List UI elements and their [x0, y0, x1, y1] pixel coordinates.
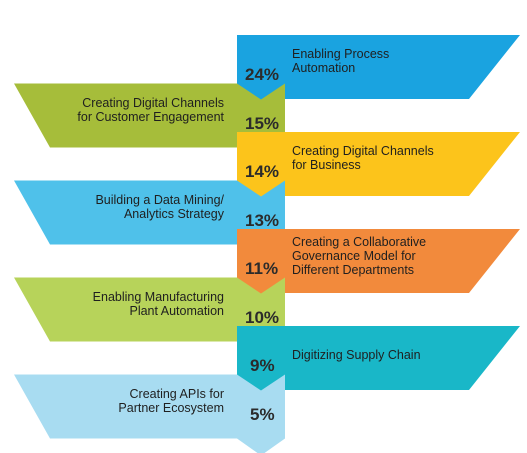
- step-banner-2: [14, 83, 285, 165]
- step-label-line: for Customer Engagement: [77, 109, 224, 124]
- step-percent-6: 10%: [245, 307, 280, 327]
- step-label-4: Building a Data Mining/Analytics Strateg…: [95, 193, 224, 221]
- step-label-line: Creating Digital Channels: [292, 144, 434, 158]
- step-label-7: Digitizing Supply Chain: [292, 348, 421, 362]
- step-banner-3: [237, 132, 520, 213]
- step-label-line: Governance Model for: [292, 249, 416, 263]
- step-banner-7: [237, 326, 520, 407]
- step-percent-2: 15%: [245, 113, 280, 133]
- step-banner-8: [14, 374, 285, 453]
- step-label-line: Creating APIs for: [129, 386, 225, 401]
- step-label-8: Creating APIs for Partner Ecosystem: [118, 387, 224, 415]
- step-label-line: Enabling Manufacturing: [92, 289, 224, 304]
- step-label-2: Creating Digital Channels for Customer En…: [77, 96, 224, 124]
- step-label-5: Creating a Collaborative Governance Model…: [292, 235, 426, 277]
- step-percent-7: 9%: [250, 356, 275, 375]
- step-banner-1: [237, 35, 520, 116]
- step-label-line: Building a Data Mining/: [95, 192, 224, 207]
- step-label-3: Creating Digital Channels for Business: [292, 144, 434, 172]
- step-label-line: Analytics Strategy: [123, 206, 224, 221]
- step-label-line: Creating a Collaborative: [292, 235, 427, 249]
- step-label-1: Enabling Process Automation: [292, 47, 389, 75]
- step-label-line: Digitizing Supply Chain: [292, 348, 421, 362]
- step-label-line: Different Departments: [292, 263, 415, 277]
- step-banner-6: [14, 277, 285, 359]
- step-banner-4: [14, 180, 285, 262]
- step-percent-8: 5%: [250, 404, 275, 424]
- step-label-line: Partner Ecosystem: [118, 400, 224, 415]
- step-label-line: Creating Digital Channels: [82, 95, 224, 110]
- step-percent-1: 24%: [245, 65, 280, 84]
- step-percent-5: 11%: [245, 259, 279, 278]
- step-banner-5: [237, 229, 520, 310]
- step-label-line: Automation: [292, 61, 356, 75]
- step-percent-4: 13%: [245, 210, 280, 230]
- step-label-line: Plant Automation: [129, 303, 224, 318]
- step-label-line: for Business: [292, 158, 361, 172]
- step-label-line: Enabling Process: [292, 47, 390, 61]
- step-label-6: Enabling Manufacturing Plant Automation: [93, 290, 224, 318]
- step-percent-3: 14%: [245, 162, 280, 181]
